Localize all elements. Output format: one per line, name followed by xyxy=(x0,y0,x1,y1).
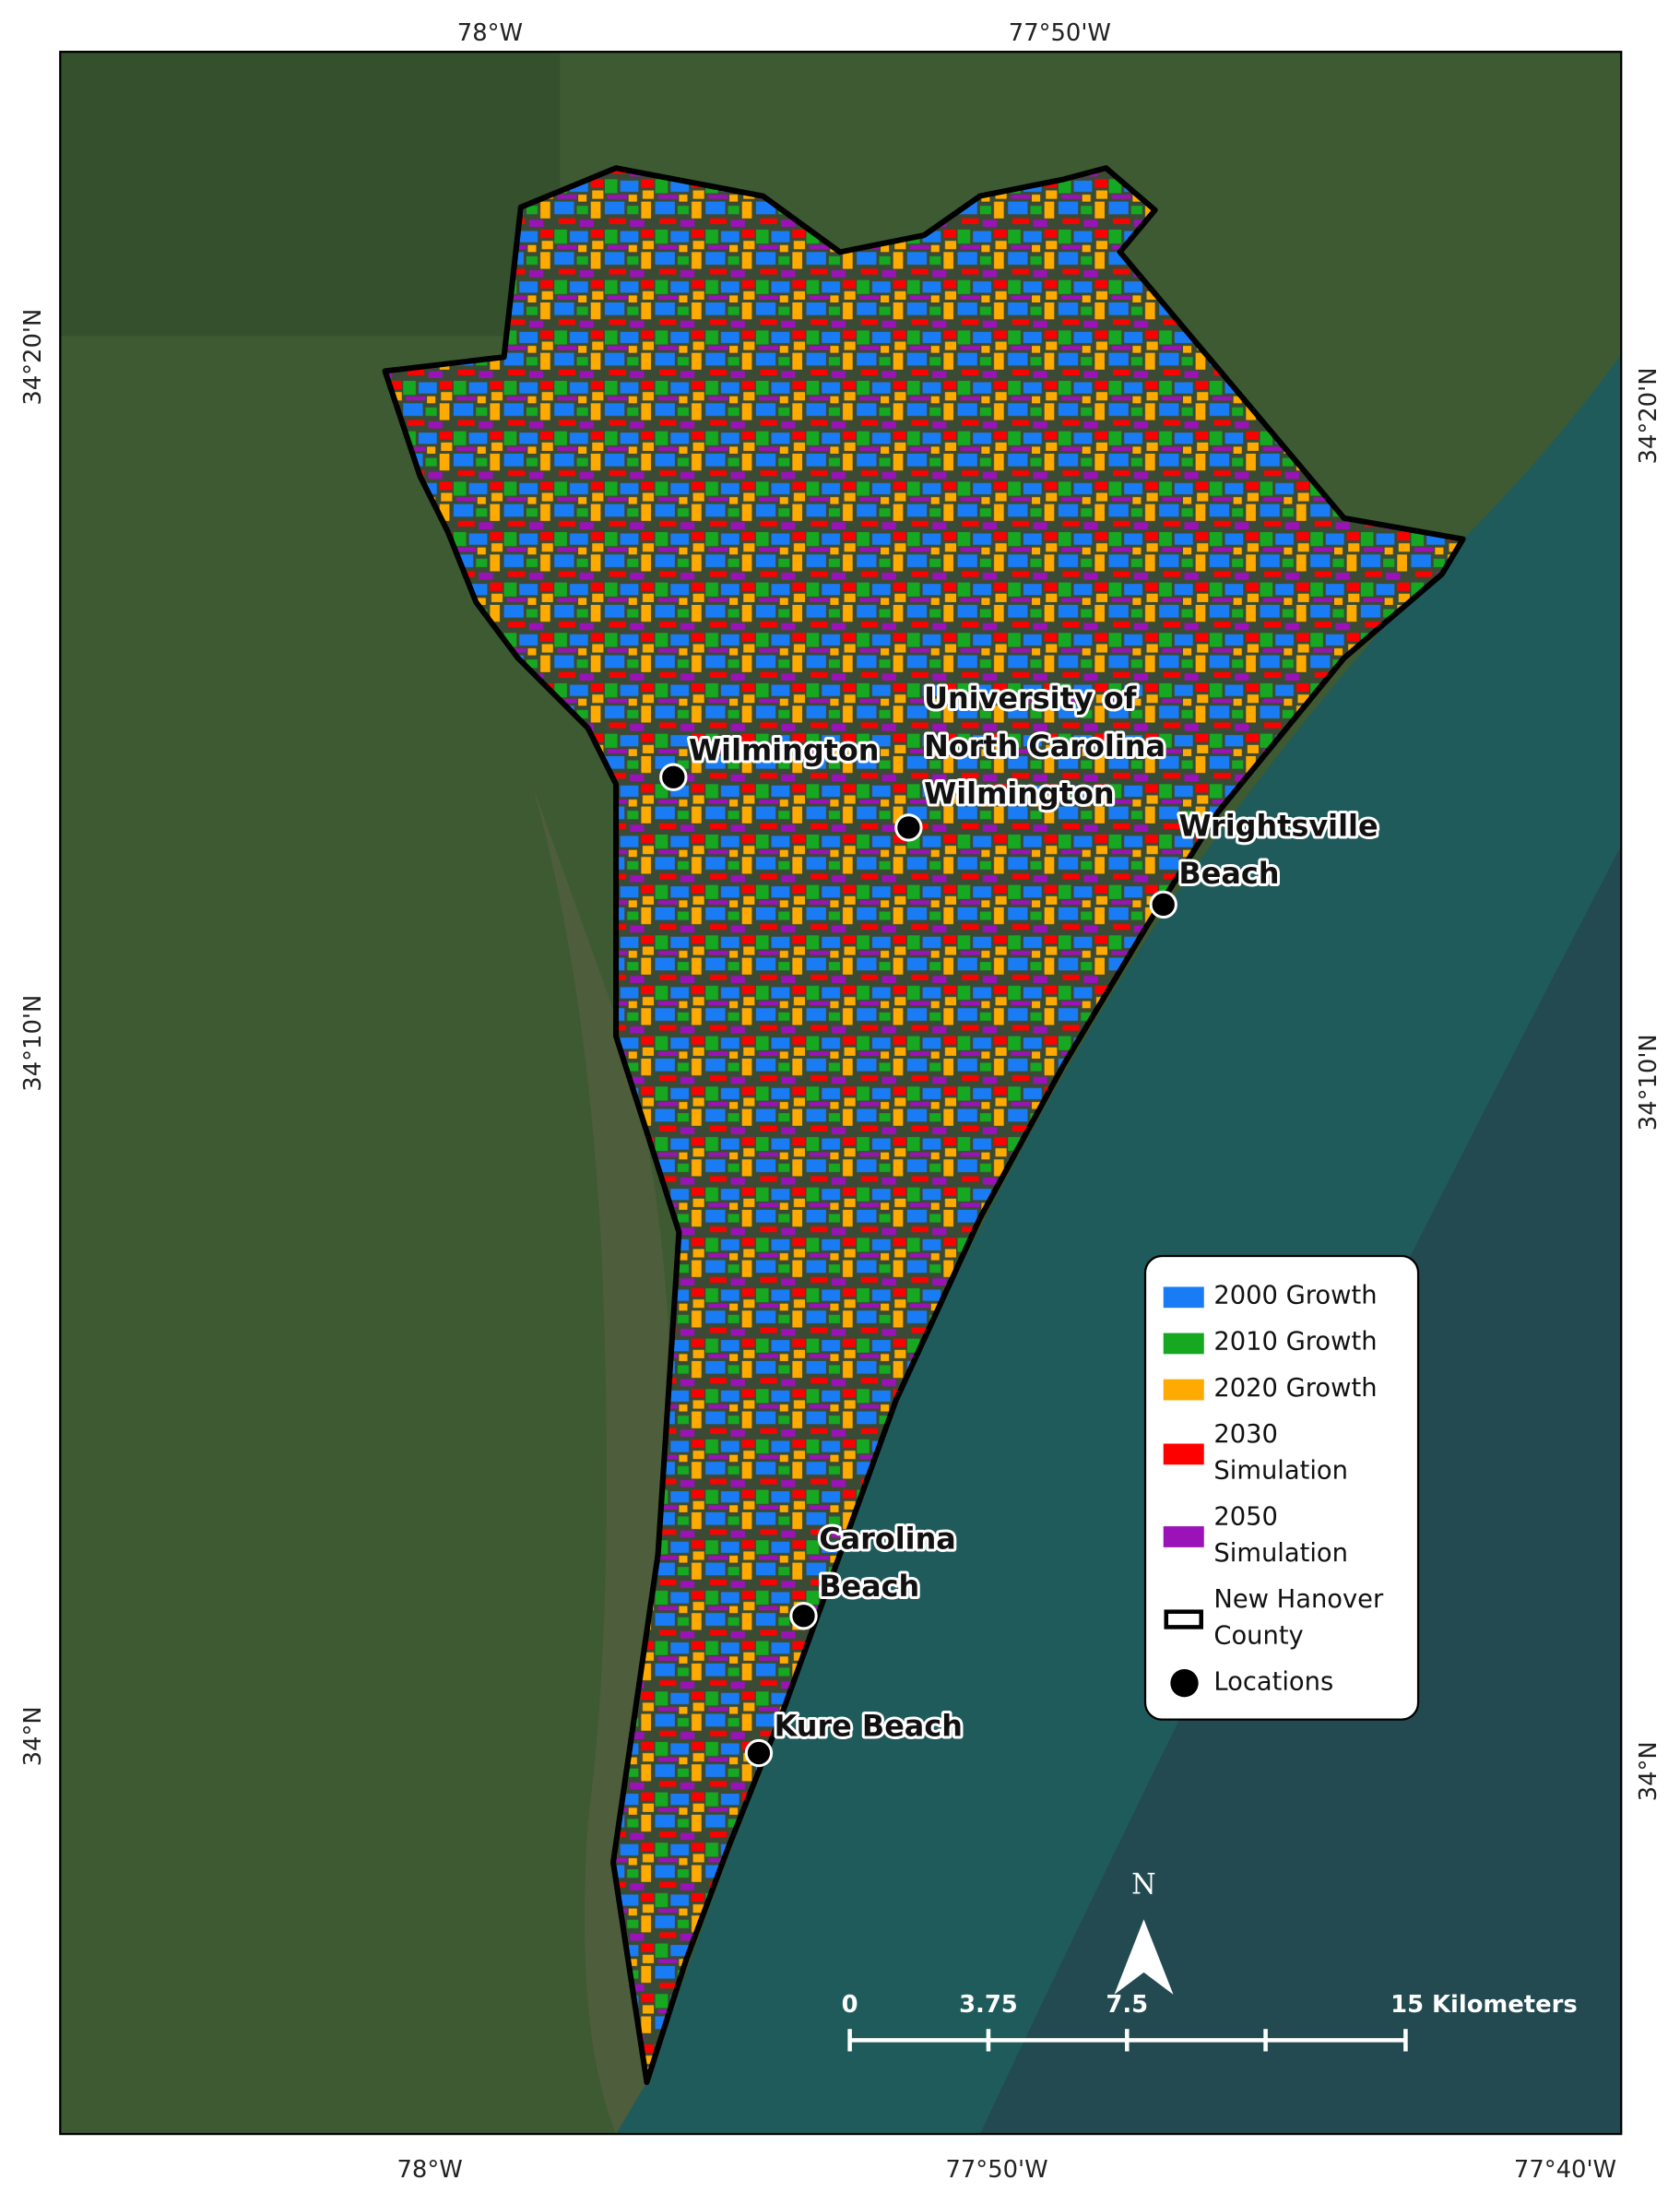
arrow-shape xyxy=(1114,1919,1174,1995)
legend-swatch xyxy=(1163,1333,1204,1355)
graticule-label: 34°N xyxy=(1635,1741,1662,1801)
legend-swatch xyxy=(1163,1443,1204,1465)
legend-label: 2030 xyxy=(1213,1420,1278,1449)
graticule-label: 77°40'W xyxy=(1514,2156,1616,2184)
graticule-label: 78°W xyxy=(457,19,523,47)
location-label: Carolina xyxy=(819,1521,956,1556)
scale-label: 0 xyxy=(842,1991,858,2019)
location-label: North Carolina xyxy=(924,729,1165,764)
county-boundary xyxy=(382,165,1466,2085)
legend-label: 2020 Growth xyxy=(1213,1374,1377,1403)
graticule-label: 34°10'N xyxy=(1635,1034,1662,1131)
legend-label: 2010 Growth xyxy=(1213,1328,1377,1357)
legend-label: 2050 xyxy=(1213,1502,1278,1531)
scale-label: 15 Kilometers xyxy=(1390,1991,1578,2019)
graticule-label: 34°N xyxy=(19,1706,47,1766)
legend-label: County xyxy=(1213,1622,1303,1651)
location-label: Wilmington xyxy=(924,776,1114,811)
graticule-label: 34°20'N xyxy=(19,309,47,406)
location-dot xyxy=(744,1738,774,1768)
scale-label: 7.5 xyxy=(1106,1991,1148,2019)
legend-label: Locations xyxy=(1213,1668,1333,1697)
location-dot xyxy=(1149,890,1177,919)
scale-bar: 0 3.75 7.5 15 Kilometers xyxy=(842,1991,1578,2052)
legend-label: Simulation xyxy=(1213,1456,1348,1485)
legend-swatch xyxy=(1163,1379,1204,1401)
north-arrow: N xyxy=(1114,1868,1174,1995)
location-label: Wrightsville xyxy=(1178,808,1378,843)
location-label: Wilmington xyxy=(689,732,879,767)
north-label: N xyxy=(1131,1868,1156,1901)
location-label: Beach xyxy=(1178,856,1279,891)
location-dot xyxy=(789,1602,818,1630)
legend-label: 2000 Growth xyxy=(1213,1282,1377,1310)
legend-swatch xyxy=(1163,1286,1204,1309)
location-label: Beach xyxy=(819,1569,919,1604)
location-dot xyxy=(659,763,688,791)
basemap xyxy=(60,52,1622,2135)
location-dot xyxy=(894,813,923,842)
graticule-label: 34°20'N xyxy=(1635,367,1662,464)
scale-label: 3.75 xyxy=(959,1991,1018,2019)
graticule-label: 77°50'W xyxy=(1009,19,1111,47)
legend-swatch xyxy=(1163,1526,1204,1547)
graticule-label: 34°10'N xyxy=(19,995,47,1092)
graticule-label: 78°W xyxy=(397,2156,463,2184)
graticule-label: 77°50'W xyxy=(945,2156,1047,2184)
location-label: Kure Beach xyxy=(775,1709,963,1744)
legend-box xyxy=(1143,1254,1420,1721)
legend-swatch xyxy=(1164,1609,1204,1629)
legend-label: New Hanover xyxy=(1213,1585,1384,1614)
wetland xyxy=(60,52,561,337)
map-frame xyxy=(59,51,1623,2136)
legend-swatch xyxy=(1170,1668,1199,1698)
legend-label: Simulation xyxy=(1213,1539,1348,1568)
legend: 2000 Growth 2010 Growth 2020 Growth 2030 Sim… xyxy=(1143,1254,1420,1721)
location-label: University of xyxy=(924,681,1138,716)
